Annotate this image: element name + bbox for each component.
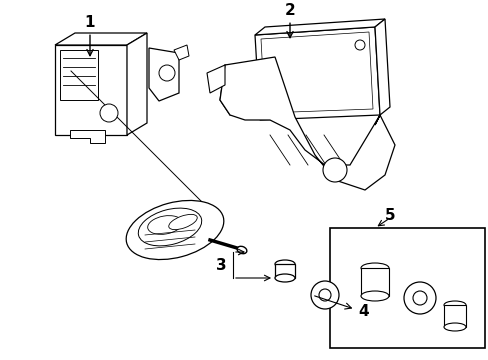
Circle shape <box>100 104 118 122</box>
Ellipse shape <box>360 263 388 273</box>
Text: 2: 2 <box>284 3 295 38</box>
Bar <box>329 228 484 348</box>
Polygon shape <box>443 305 465 327</box>
Polygon shape <box>206 65 224 93</box>
Text: 5: 5 <box>384 207 394 222</box>
Polygon shape <box>254 27 379 120</box>
Ellipse shape <box>274 260 294 268</box>
Ellipse shape <box>360 291 388 301</box>
Ellipse shape <box>168 214 197 230</box>
Circle shape <box>354 40 364 50</box>
Polygon shape <box>60 50 98 100</box>
Circle shape <box>310 281 338 309</box>
Polygon shape <box>274 264 294 278</box>
Ellipse shape <box>126 201 224 260</box>
Ellipse shape <box>443 323 465 331</box>
Polygon shape <box>174 45 189 60</box>
Polygon shape <box>127 33 147 135</box>
Polygon shape <box>229 75 252 102</box>
Circle shape <box>318 289 330 301</box>
Ellipse shape <box>147 216 182 234</box>
Polygon shape <box>55 45 127 135</box>
Text: 4: 4 <box>314 296 368 320</box>
Polygon shape <box>149 48 179 101</box>
Polygon shape <box>220 57 394 190</box>
Text: 1: 1 <box>84 14 95 56</box>
Circle shape <box>159 65 175 81</box>
Ellipse shape <box>237 246 246 254</box>
Polygon shape <box>261 32 372 113</box>
Polygon shape <box>254 19 384 35</box>
Polygon shape <box>360 268 388 296</box>
Polygon shape <box>374 19 389 115</box>
Ellipse shape <box>443 301 465 309</box>
Polygon shape <box>70 130 105 143</box>
Polygon shape <box>220 65 254 115</box>
Circle shape <box>412 291 426 305</box>
Text: 3: 3 <box>216 257 226 273</box>
Ellipse shape <box>274 274 294 282</box>
Circle shape <box>323 158 346 182</box>
Polygon shape <box>55 33 147 45</box>
Circle shape <box>403 282 435 314</box>
Ellipse shape <box>138 208 202 246</box>
